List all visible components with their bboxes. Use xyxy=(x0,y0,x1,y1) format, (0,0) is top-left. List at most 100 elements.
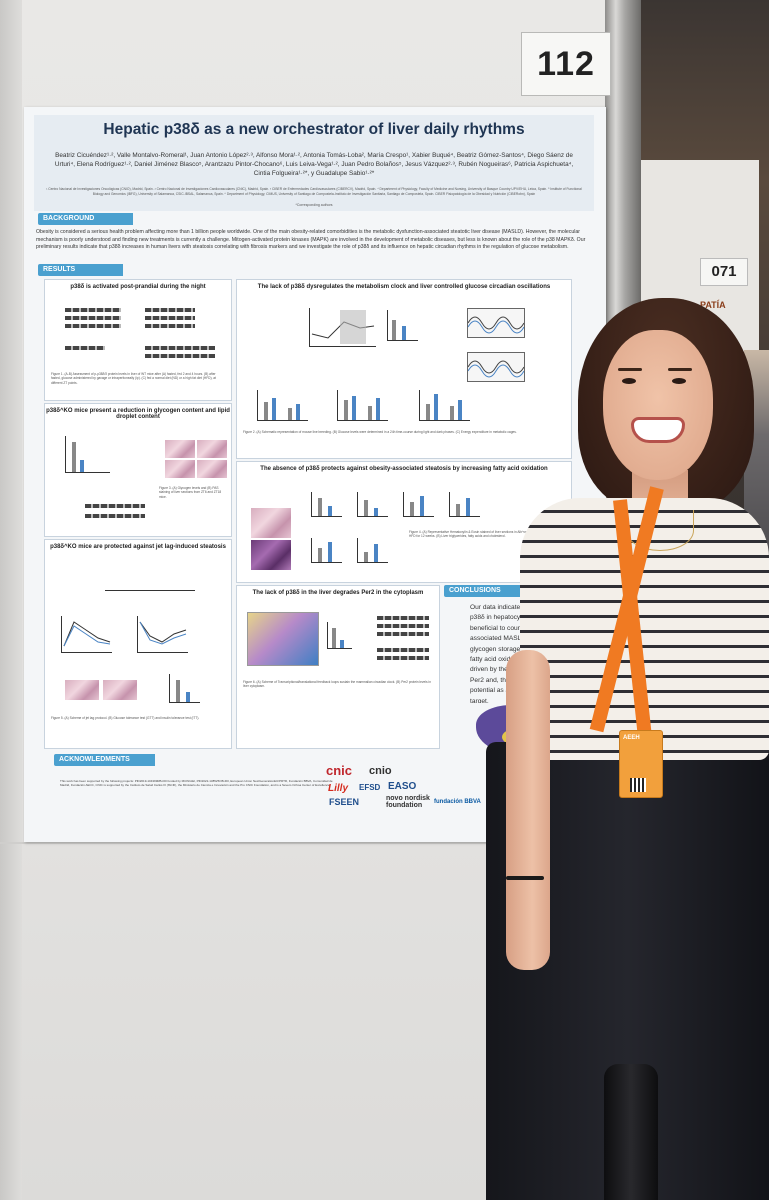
board-seam xyxy=(0,842,612,844)
poster-header: Hepatic p38δ as a new orchestrator of li… xyxy=(34,115,594,211)
bar xyxy=(332,628,336,648)
bar-chart-thumbnail xyxy=(357,492,388,517)
line-chart-plot xyxy=(311,310,375,344)
western-blot xyxy=(377,616,429,620)
bar-chart-thumbnail xyxy=(387,310,418,341)
badge-text: AEEH xyxy=(623,735,640,741)
bar xyxy=(368,406,372,420)
logo-novo-nordisk: novo nordisk foundation xyxy=(386,795,430,809)
logo-efsd: EFSD xyxy=(359,783,381,792)
bar xyxy=(376,398,380,420)
bar xyxy=(328,542,332,562)
bar xyxy=(340,640,344,648)
gtt-line-chart xyxy=(61,616,112,653)
bar xyxy=(410,502,414,516)
western-blot xyxy=(145,324,195,328)
jet-lag-scheme xyxy=(105,568,195,591)
panel-3-title: p38δ^KO mice present a reduction in glyc… xyxy=(46,408,230,420)
figure-6-caption: Figure 6. (A) Scheme of Transcriptional/… xyxy=(243,680,431,689)
western-blot xyxy=(145,316,195,320)
bar xyxy=(328,506,332,516)
board-number: 112 xyxy=(521,32,611,96)
bar xyxy=(186,692,190,702)
panel-5-title: p38δ^KO mice are protected against jet l… xyxy=(50,544,226,550)
panel-2-title: The lack of p38δ dysregulates the metabo… xyxy=(257,284,551,290)
neighbor-poster-text: PATÍA xyxy=(700,300,726,310)
western-blot xyxy=(85,504,145,508)
bar-chart-thumbnail xyxy=(169,674,200,703)
bar-chart-thumbnail xyxy=(65,436,110,473)
western-blot xyxy=(65,324,121,328)
bar xyxy=(374,544,378,562)
figure-4-caption: Figure 4. (A) Representative Hematoxylin… xyxy=(409,530,563,539)
wave-plot xyxy=(468,316,524,334)
line-chart-plot xyxy=(139,621,187,645)
logo-easo: EASO xyxy=(388,781,417,792)
logo-cnio: cnio xyxy=(369,765,392,777)
bar xyxy=(434,394,438,420)
bar-chart-thumbnail xyxy=(403,492,434,517)
section-conclusions: CONCLUSIONS xyxy=(444,585,525,597)
board-edge xyxy=(0,0,22,1200)
itt-line-chart xyxy=(137,616,188,653)
panel-4: The absence of p38δ protects against obe… xyxy=(236,461,572,583)
western-blot xyxy=(85,514,145,518)
panel-6-title: The lack of p38δ in the liver degrades P… xyxy=(252,590,424,596)
bar xyxy=(466,498,470,516)
panel-4-title: The absence of p38δ protects against obe… xyxy=(260,466,548,472)
bar xyxy=(176,680,180,702)
bar xyxy=(264,402,268,420)
bar xyxy=(296,404,300,420)
wave-plot xyxy=(468,360,524,378)
western-blot xyxy=(377,656,429,660)
figure-5-caption: Figure 5. (A) Scheme of jet lag protocol… xyxy=(51,716,200,720)
histology-image xyxy=(165,440,195,458)
logo-cnic: cnic xyxy=(326,763,353,778)
eye xyxy=(622,378,636,384)
clock-mechanism-diagram xyxy=(247,612,319,666)
bar xyxy=(392,320,396,340)
neighbor-board-number: 071 xyxy=(700,258,748,286)
bar xyxy=(318,498,322,516)
bar xyxy=(272,398,276,420)
bar xyxy=(402,326,406,340)
histology-image xyxy=(197,460,227,478)
bar xyxy=(426,404,430,420)
eye xyxy=(672,378,686,384)
eyebrow xyxy=(668,368,692,371)
western-blot xyxy=(65,316,121,320)
western-blot xyxy=(145,346,215,350)
activity-wave-chart xyxy=(467,352,525,382)
section-background: BACKGROUND xyxy=(38,213,133,225)
panel-5: p38δ^KO mice are protected against jet l… xyxy=(44,539,232,749)
bar xyxy=(458,400,462,420)
bar xyxy=(374,508,378,516)
section-acknowledgments: ACKNOWLEDMENTS xyxy=(54,754,155,766)
bar xyxy=(450,406,454,420)
panel-6: The lack of p38δ in the liver degrades P… xyxy=(236,585,440,749)
panel-2: The lack of p38δ dysregulates the metabo… xyxy=(236,279,572,459)
acknowledgments-text: This work has been supported by the foll… xyxy=(60,779,333,788)
bracelet xyxy=(506,876,544,880)
line-chart-thumbnail xyxy=(309,308,376,347)
logo-fseen: FSEEN xyxy=(329,797,360,807)
badge-qr-code xyxy=(630,778,646,792)
bar xyxy=(72,442,76,472)
person-arm xyxy=(506,650,550,970)
poster-corresponding: *Corresponding authors xyxy=(295,203,333,207)
panel-1: p38δ is activated post-prandial during t… xyxy=(44,279,232,401)
histology-image xyxy=(251,508,291,538)
histology-image xyxy=(65,680,99,700)
background-text: Obesity is considered a serious health p… xyxy=(36,229,586,251)
bar xyxy=(456,504,460,516)
western-blot xyxy=(145,354,215,358)
histology-image xyxy=(197,440,227,458)
western-blot xyxy=(377,632,429,636)
bar xyxy=(364,552,368,562)
figure-2-caption: Figure 2. (A) Schematic representation o… xyxy=(243,430,517,434)
line-chart-plot xyxy=(63,621,111,647)
poster-authors: Beatriz Cicuéndez¹·², Valle Montalvo-Rom… xyxy=(54,152,574,177)
bar xyxy=(344,400,348,420)
energy-wave-chart xyxy=(467,308,525,338)
